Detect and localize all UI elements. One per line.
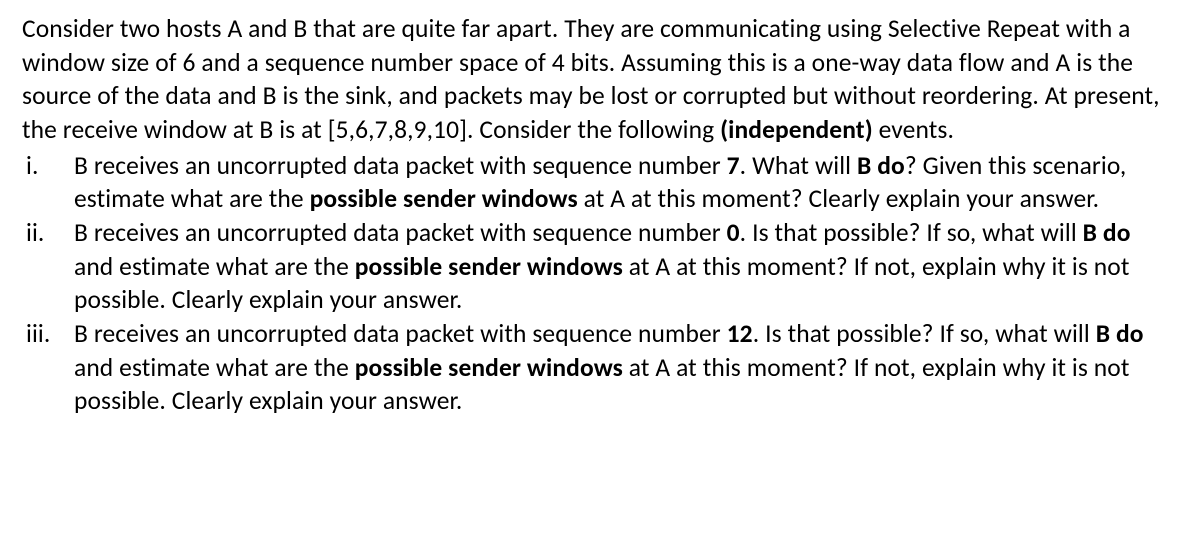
- qii-seg3: and estimate what are the: [74, 251, 355, 282]
- qi-seg2: . What will: [740, 150, 857, 181]
- qiii-bold-windows: possible sender windows: [355, 352, 623, 383]
- qiii-seg3: and estimate what are the: [74, 352, 355, 383]
- intro-text-1: Consider two hosts A and B that are quit…: [22, 13, 1160, 145]
- intro-text-2: events.: [873, 114, 954, 145]
- question-text-ii: B receives an uncorrupted data packet wi…: [74, 216, 1174, 317]
- qi-bold-windows: possible sender windows: [310, 183, 578, 214]
- qii-bold-bdo: B do: [1083, 217, 1131, 248]
- qii-seg2: . Is that possible? If so, what will: [740, 217, 1083, 248]
- qiii-seg1: B receives an uncorrupted data packet wi…: [74, 318, 727, 349]
- qiii-bold-seqnum: 12: [727, 318, 753, 349]
- qii-seg1: B receives an uncorrupted data packet wi…: [74, 217, 727, 248]
- intro-paragraph: Consider two hosts A and B that are quit…: [22, 12, 1174, 147]
- question-item-i: i. B receives an uncorrupted data packet…: [22, 149, 1174, 216]
- qi-seg4: at A at this moment? Clearly explain you…: [578, 183, 1099, 214]
- qii-bold-windows: possible sender windows: [355, 251, 623, 282]
- question-text-i: B receives an uncorrupted data packet wi…: [74, 149, 1174, 216]
- qiii-bold-bdo: B do: [1096, 318, 1144, 349]
- question-page: Consider two hosts A and B that are quit…: [0, 0, 1200, 553]
- qi-bold-seqnum: 7: [727, 150, 740, 181]
- qi-seg1: B receives an uncorrupted data packet wi…: [74, 150, 727, 181]
- list-marker-ii: ii.: [22, 216, 74, 250]
- intro-bold-independent: (independent): [720, 114, 873, 145]
- qiii-seg2: . Is that possible? If so, what will: [753, 318, 1096, 349]
- question-list: i. B receives an uncorrupted data packet…: [22, 149, 1174, 418]
- question-item-ii: ii. B receives an uncorrupted data packe…: [22, 216, 1174, 317]
- list-marker-iii: iii.: [22, 317, 74, 351]
- qii-bold-seqnum: 0: [727, 217, 740, 248]
- qi-bold-bdo: B do: [857, 150, 905, 181]
- list-marker-i: i.: [22, 149, 74, 183]
- question-text-iii: B receives an uncorrupted data packet wi…: [74, 317, 1174, 418]
- question-item-iii: iii. B receives an uncorrupted data pack…: [22, 317, 1174, 418]
